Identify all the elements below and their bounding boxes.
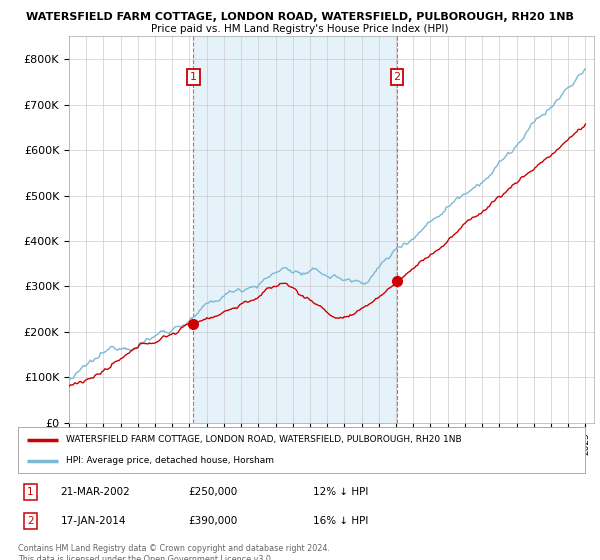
Text: 2: 2: [394, 72, 400, 82]
Text: 17-JAN-2014: 17-JAN-2014: [61, 516, 126, 526]
Text: 21-MAR-2002: 21-MAR-2002: [61, 487, 130, 497]
Text: 12% ↓ HPI: 12% ↓ HPI: [313, 487, 368, 497]
Text: WATERSFIELD FARM COTTAGE, LONDON ROAD, WATERSFIELD, PULBOROUGH, RH20 1NB: WATERSFIELD FARM COTTAGE, LONDON ROAD, W…: [66, 435, 462, 444]
Text: Contains HM Land Registry data © Crown copyright and database right 2024.
This d: Contains HM Land Registry data © Crown c…: [18, 544, 330, 560]
Text: HPI: Average price, detached house, Horsham: HPI: Average price, detached house, Hors…: [66, 456, 274, 465]
Text: £250,000: £250,000: [188, 487, 238, 497]
Text: £390,000: £390,000: [188, 516, 238, 526]
Text: Price paid vs. HM Land Registry's House Price Index (HPI): Price paid vs. HM Land Registry's House …: [151, 24, 449, 34]
Text: 16% ↓ HPI: 16% ↓ HPI: [313, 516, 368, 526]
Text: 1: 1: [190, 72, 197, 82]
Text: WATERSFIELD FARM COTTAGE, LONDON ROAD, WATERSFIELD, PULBOROUGH, RH20 1NB: WATERSFIELD FARM COTTAGE, LONDON ROAD, W…: [26, 12, 574, 22]
Text: 2: 2: [27, 516, 34, 526]
Text: 1: 1: [27, 487, 34, 497]
